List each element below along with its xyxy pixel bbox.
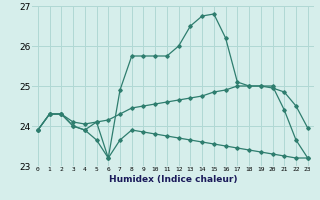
X-axis label: Humidex (Indice chaleur): Humidex (Indice chaleur) [108,175,237,184]
